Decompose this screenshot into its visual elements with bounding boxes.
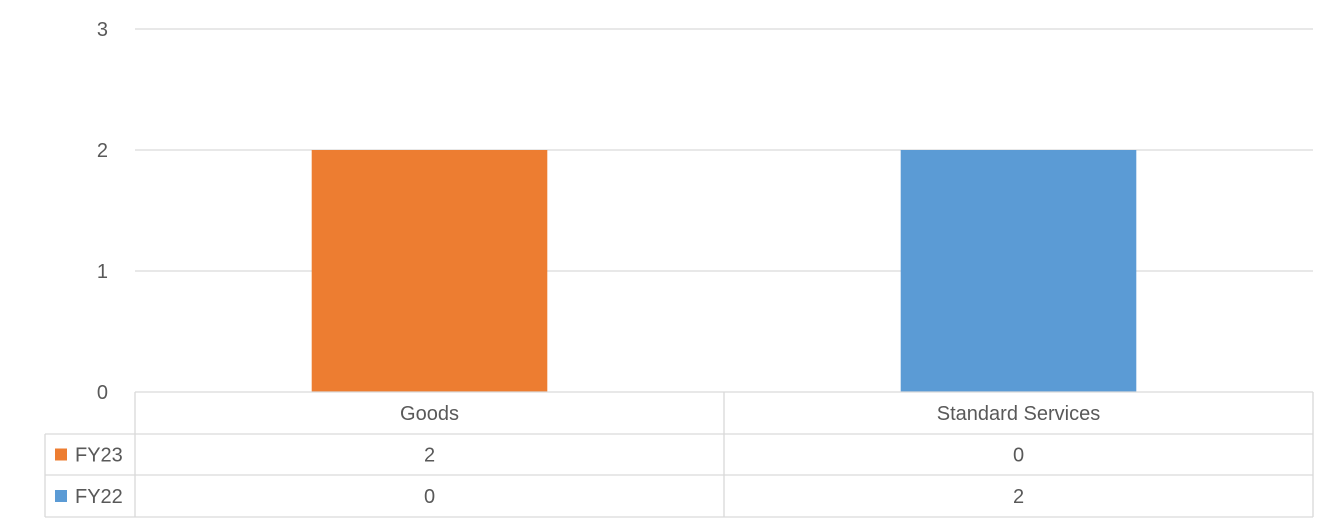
bar-fy22-standard-services — [900, 150, 1137, 392]
y-tick-label: 0 — [97, 382, 108, 404]
table-value: 2 — [1013, 486, 1024, 508]
category-label: Standard Services — [937, 403, 1100, 425]
data-table: Goods Standard Services FY23 2 0 FY22 0 2 — [44, 391, 1314, 518]
series-label: FY22 — [75, 486, 123, 508]
legend-key-fy23 — [55, 448, 67, 461]
y-tick-label: 3 — [97, 19, 108, 41]
table-value: 2 — [424, 445, 435, 467]
y-tick-label: 1 — [97, 261, 108, 283]
bars — [311, 150, 1137, 392]
category-label: Goods — [400, 403, 459, 425]
series-label: FY23 — [75, 445, 123, 467]
bar-fy23-goods — [311, 150, 548, 392]
y-axis: 0 1 2 3 — [97, 19, 108, 404]
table-value: 0 — [424, 486, 435, 508]
legend-key-fy22 — [55, 490, 67, 502]
table-value: 0 — [1013, 445, 1024, 467]
y-tick-label: 2 — [97, 140, 108, 162]
